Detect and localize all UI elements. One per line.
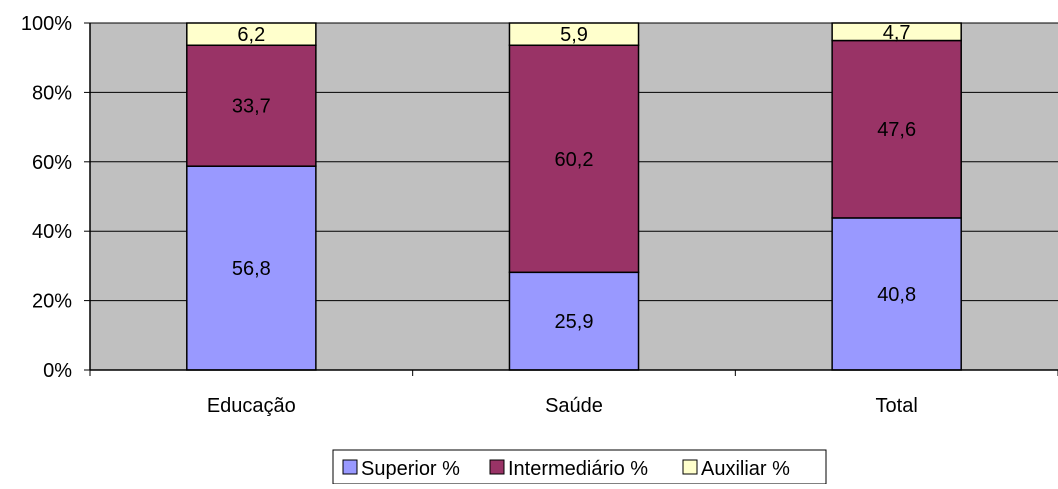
legend-swatch bbox=[682, 459, 698, 475]
bar-segment bbox=[186, 22, 317, 46]
legend-swatch bbox=[342, 459, 358, 475]
legend-label: Superior % bbox=[361, 458, 460, 480]
data-label: 56,8 bbox=[232, 258, 271, 280]
data-label: 4,7 bbox=[883, 22, 911, 44]
legend: Superior % Intermediário % Auxiliar % bbox=[332, 449, 827, 485]
plot-area: 56,8 33,7 6,2 25,9 60,2 5,9 40,8 47,6 4,7 bbox=[90, 22, 1058, 371]
bar-segment bbox=[508, 22, 640, 47]
axes: 0% 20% 40% 60% 80% 100% Educação Saúde Total bbox=[21, 13, 1058, 417]
bar-segment bbox=[186, 44, 317, 167]
bar-segment bbox=[831, 217, 962, 371]
bar-segment bbox=[831, 39, 962, 219]
y-tick-label: 20% bbox=[32, 291, 72, 313]
data-label: 40,8 bbox=[877, 284, 916, 306]
data-label: 25,9 bbox=[555, 311, 594, 333]
data-label: 6,2 bbox=[237, 24, 265, 46]
data-label: 47,6 bbox=[877, 119, 916, 141]
bar-segment bbox=[186, 165, 317, 371]
y-tick-label: 100% bbox=[21, 13, 72, 35]
data-label: 33,7 bbox=[232, 96, 271, 118]
x-tick-label: Saúde bbox=[545, 395, 603, 417]
x-tick-label: Educação bbox=[207, 395, 296, 417]
y-tick-label: 60% bbox=[32, 152, 72, 174]
legend-label: Auxiliar % bbox=[701, 458, 790, 480]
bar-segment bbox=[508, 44, 640, 274]
legend-swatch bbox=[489, 459, 505, 475]
y-tick-label: 0% bbox=[43, 360, 72, 382]
data-label: 5,9 bbox=[560, 24, 588, 46]
x-tick-label: Total bbox=[876, 395, 918, 417]
bar-segment bbox=[508, 271, 640, 371]
y-tick-label: 40% bbox=[32, 221, 72, 243]
y-tick-label: 80% bbox=[32, 82, 72, 104]
legend-label: Intermediário % bbox=[508, 458, 648, 480]
legend-box bbox=[332, 449, 827, 485]
bar-segment bbox=[831, 22, 962, 42]
data-label: 60,2 bbox=[555, 149, 594, 171]
